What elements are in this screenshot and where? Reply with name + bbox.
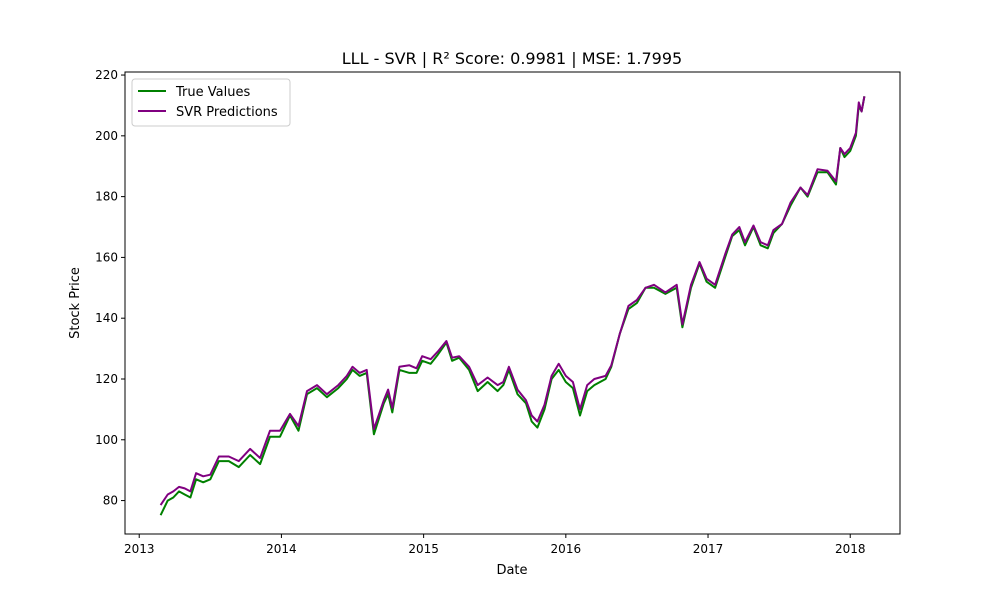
y-tick-label: 180 <box>95 190 118 204</box>
legend: True Values SVR Predictions <box>131 78 291 127</box>
x-axis-label: Date <box>496 563 527 578</box>
series-line-true-values <box>159 96 866 516</box>
x-tick-label: 2016 <box>551 542 582 556</box>
plot-background <box>125 72 900 534</box>
x-axis-ticks: 2013 2014 2015 2016 2017 2018 <box>124 534 866 556</box>
x-tick-label: 2014 <box>266 542 297 556</box>
series-line-svr-predictions <box>159 96 866 506</box>
y-tick-label: 220 <box>95 68 118 82</box>
y-tick-label: 200 <box>95 129 118 143</box>
y-tick-label: 160 <box>95 250 118 264</box>
x-tick-label: 2018 <box>835 542 866 556</box>
plot-frame <box>124 71 901 535</box>
y-axis-label: Stock Price <box>68 267 83 339</box>
x-tick-label: 2015 <box>408 542 439 556</box>
y-tick-label: 120 <box>95 372 118 386</box>
legend-label-svr-predictions: SVR Predictions <box>176 105 278 120</box>
legend-label-true-values: True Values <box>175 85 250 100</box>
y-tick-label: 100 <box>95 433 118 447</box>
y-axis-ticks: 80 100 120 140 160 180 200 220 <box>95 68 125 508</box>
series-layer <box>159 96 866 516</box>
legend-box <box>131 78 291 127</box>
x-tick-label: 2013 <box>124 542 155 556</box>
x-tick-label: 2017 <box>693 542 724 556</box>
y-tick-label: 80 <box>103 494 118 508</box>
chart-title: LLL - SVR | R² Score: 0.9981 | MSE: 1.79… <box>342 49 682 68</box>
y-tick-label: 140 <box>95 311 118 325</box>
